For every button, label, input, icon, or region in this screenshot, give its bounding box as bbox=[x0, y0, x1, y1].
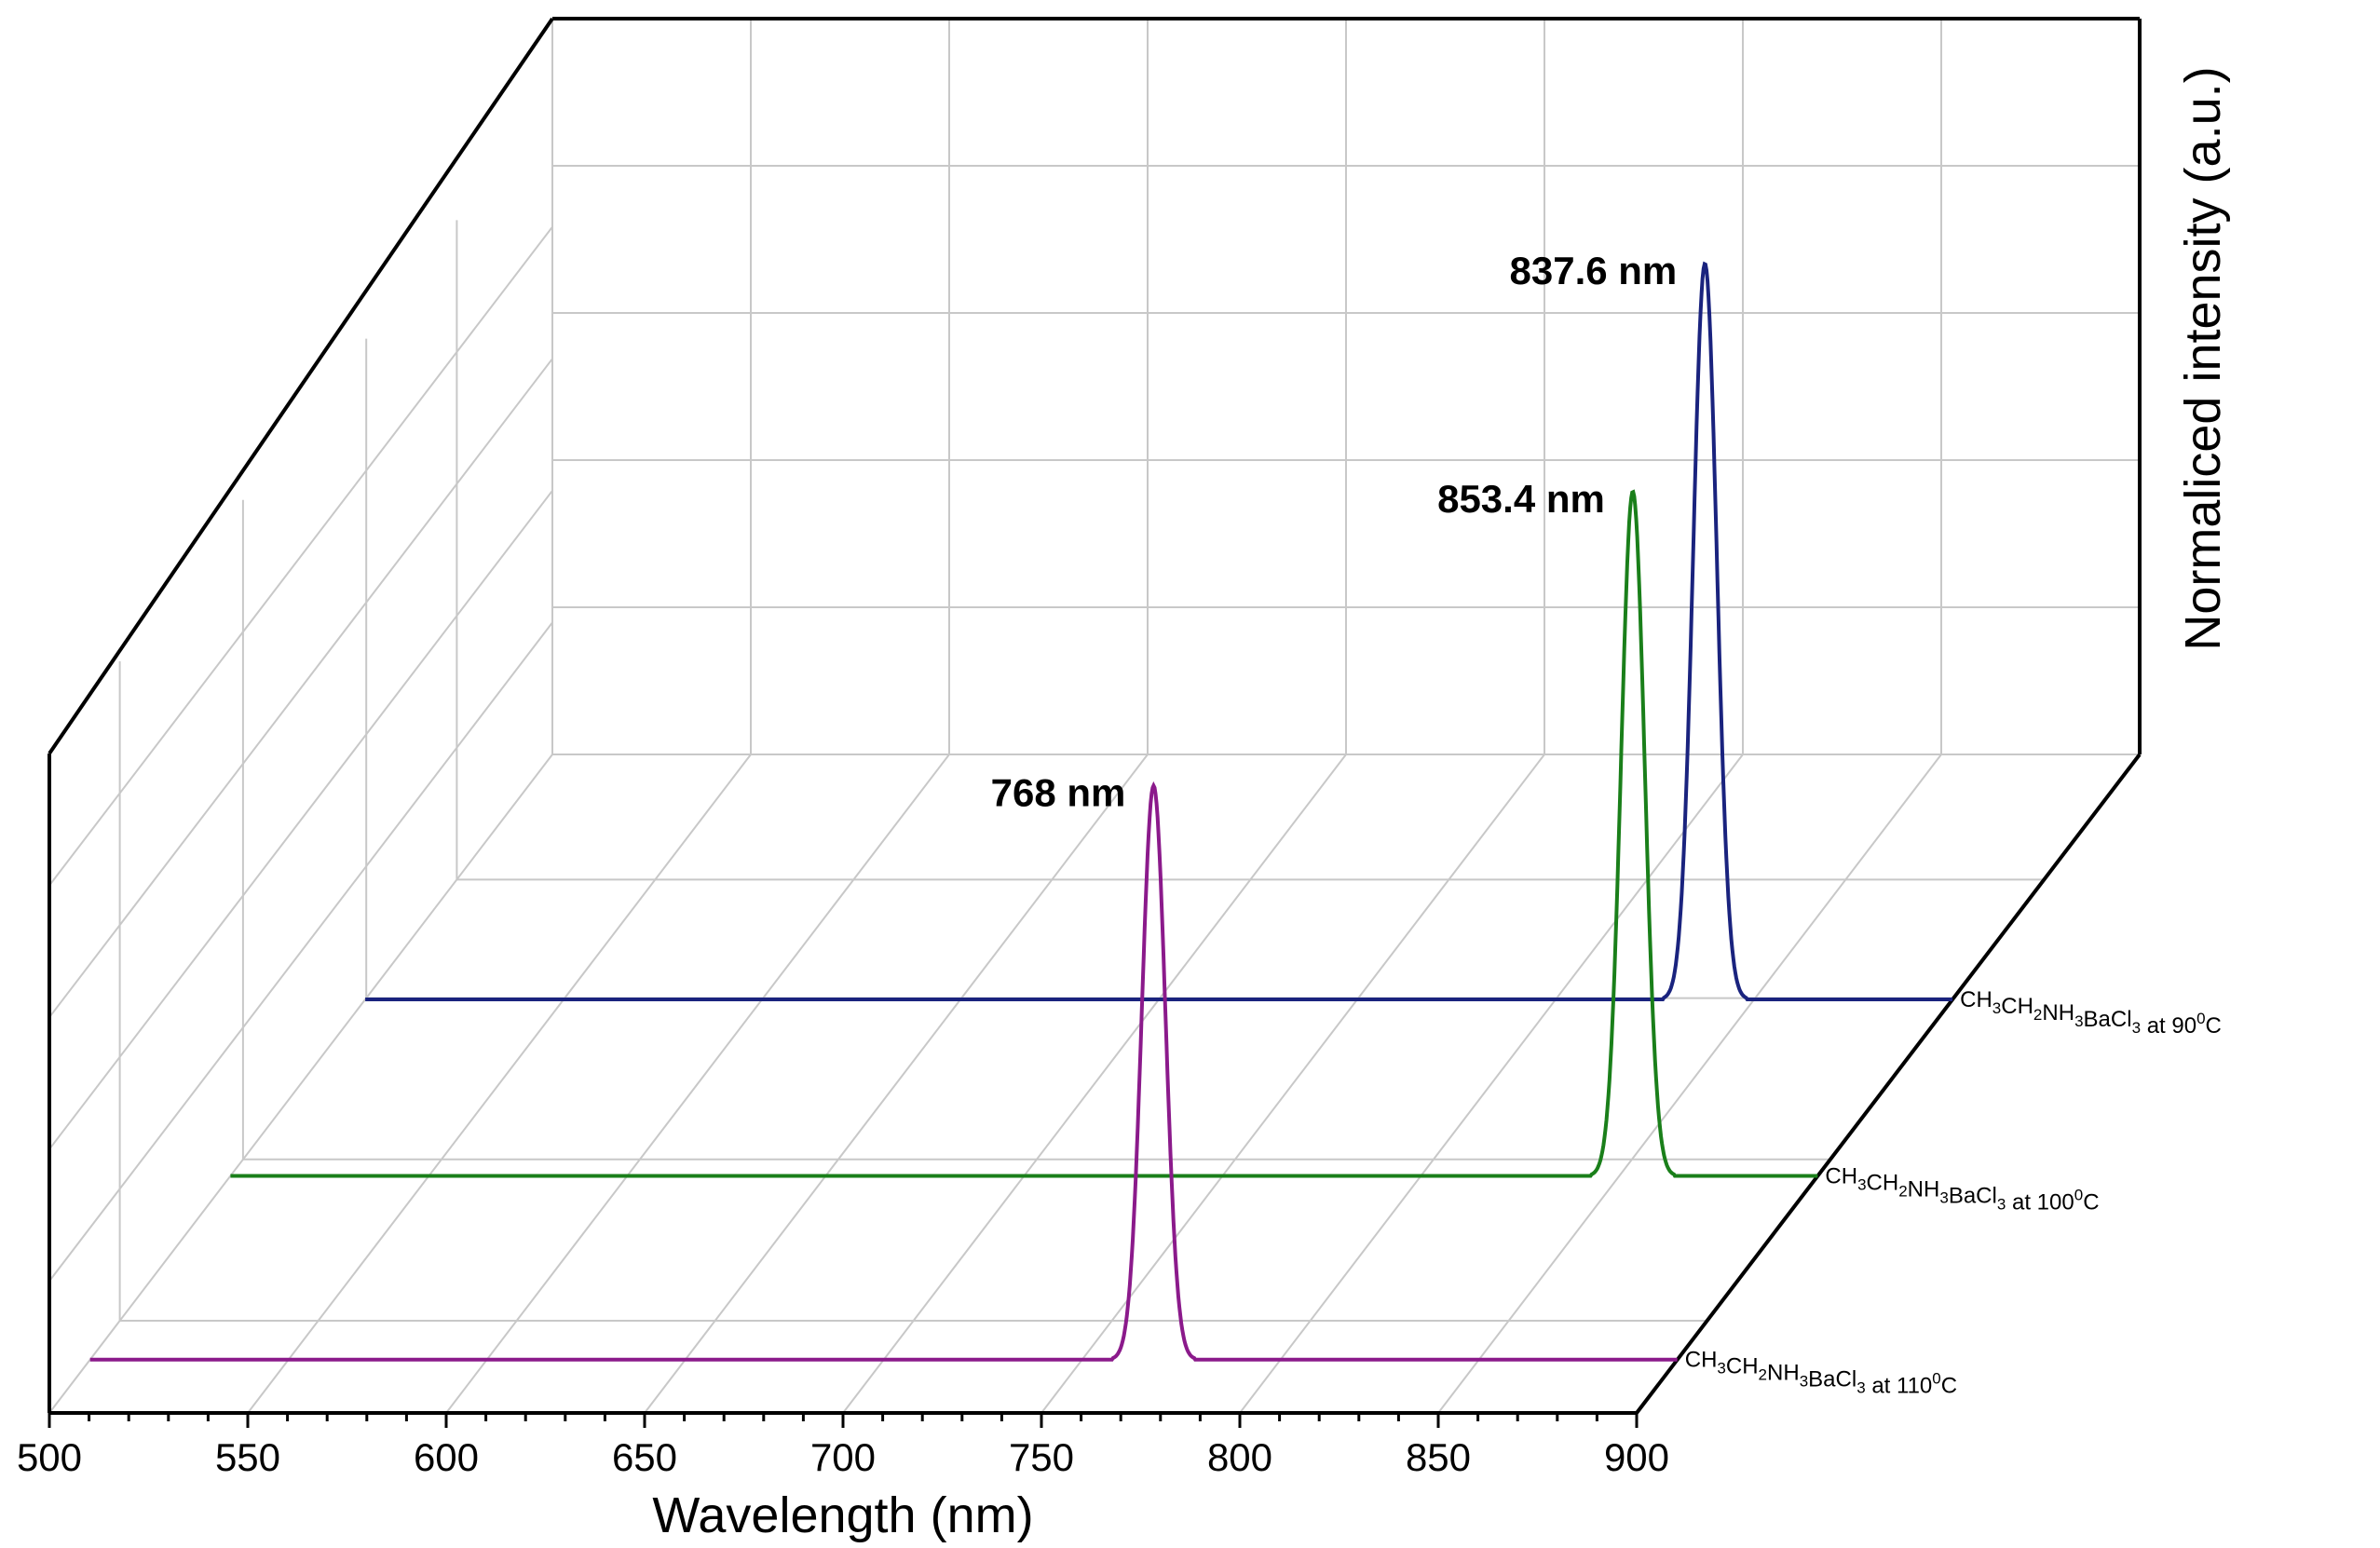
left-wall-top-edge bbox=[48, 17, 554, 755]
peak-annotation: 837.6 nm bbox=[1510, 249, 1678, 292]
legend-text-part: CH bbox=[1825, 1163, 1857, 1188]
x-tick-label: 800 bbox=[1207, 1435, 1272, 1479]
legend-unit: C bbox=[2206, 1013, 2222, 1039]
legend-unit: C bbox=[2083, 1189, 2099, 1215]
series-legend-label: CH3CH2NH3BaCl3 at 1000C bbox=[1825, 1163, 2099, 1215]
series-line bbox=[230, 489, 1818, 1178]
legend-text-part: 3 bbox=[1992, 999, 2001, 1017]
legend-text-part: 3 bbox=[1857, 1175, 1866, 1193]
legend-text-part: 2 bbox=[2033, 1006, 2042, 1024]
x-tick-label: 650 bbox=[612, 1435, 677, 1479]
series-legend-label: CH3CH2NH3BaCl3 at 1100C bbox=[1685, 1348, 1957, 1399]
legend-degree: 0 bbox=[1932, 1370, 1940, 1388]
peak-annotation: 853.4 nm bbox=[1437, 477, 1605, 521]
series-layer bbox=[89, 261, 1953, 1362]
series-line bbox=[365, 261, 1953, 1001]
axis-layer bbox=[48, 17, 2142, 1428]
x-tick-label: 600 bbox=[414, 1435, 479, 1479]
floor-gridline-x bbox=[1239, 754, 1744, 1414]
label-layer: Wavelength (nm) Normaliced intensity (a.… bbox=[17, 66, 2231, 1543]
floor-gridline-x bbox=[1040, 754, 1545, 1414]
series-legend-label: CH3CH2NH3BaCl3 at 900C bbox=[1960, 987, 2222, 1039]
legend-text-part: BaCl bbox=[1808, 1367, 1856, 1392]
floor-gridline-x bbox=[445, 754, 950, 1414]
legend-text-part: CH bbox=[1726, 1354, 1759, 1379]
legend-text-part: NH bbox=[1908, 1176, 1940, 1202]
legend-unit: C bbox=[1941, 1374, 1957, 1399]
legend-condition: at 110 bbox=[1866, 1374, 1933, 1399]
z-axis-title: Normaliced intensity (a.u.) bbox=[2175, 66, 2231, 650]
floor-gridline-x bbox=[842, 754, 1347, 1414]
leftwall-gridline-h bbox=[48, 358, 553, 1018]
legend-text-part: 2 bbox=[1898, 1182, 1907, 1200]
legend-text-part: CH bbox=[1867, 1170, 1899, 1195]
floor-gridline-x bbox=[644, 754, 1149, 1414]
legend-text-part: 3 bbox=[1856, 1379, 1865, 1397]
x-tick-label: 700 bbox=[810, 1435, 876, 1479]
x-tick-label: 500 bbox=[17, 1435, 82, 1479]
legend-text-part: CH bbox=[2001, 994, 2033, 1019]
legend-text-part: BaCl bbox=[1949, 1183, 1997, 1208]
legend-text-part: 3 bbox=[1717, 1360, 1725, 1378]
legend-text-part: NH bbox=[2042, 1000, 2074, 1025]
legend-text-part: 2 bbox=[1759, 1366, 1767, 1384]
legend-text-part: 3 bbox=[2132, 1019, 2141, 1037]
x-tick-label: 850 bbox=[1406, 1435, 1471, 1479]
grid-layer bbox=[48, 19, 2141, 1414]
x-tick-label: 550 bbox=[215, 1435, 280, 1479]
legend-text-part: NH bbox=[1767, 1361, 1800, 1386]
leftwall-gridline-h bbox=[48, 225, 553, 887]
leftwall-gridline-h bbox=[48, 621, 553, 1283]
peak-annotation: 768 nm bbox=[991, 771, 1126, 815]
legend-text-part: 3 bbox=[1997, 1195, 2006, 1213]
floor-right-edge bbox=[1635, 753, 2142, 1415]
legend-text-part: BaCl bbox=[2084, 1007, 2132, 1032]
legend-condition: at 90 bbox=[2141, 1013, 2196, 1039]
x-tick-label: 900 bbox=[1604, 1435, 1669, 1479]
legend-condition: at 100 bbox=[2006, 1189, 2074, 1215]
floor-gridline-x bbox=[1437, 754, 1942, 1414]
x-axis-title: Wavelength (nm) bbox=[652, 1487, 1033, 1543]
series-line bbox=[89, 781, 1678, 1362]
legend-text-part: CH bbox=[1960, 987, 1992, 1012]
legend-text-part: 3 bbox=[1800, 1373, 1808, 1391]
x-tick-label: 750 bbox=[1009, 1435, 1074, 1479]
legend-degree: 0 bbox=[2074, 1186, 2083, 1203]
legend-text-part: 3 bbox=[1939, 1188, 1948, 1206]
floor-gridline-x bbox=[247, 754, 752, 1414]
legend-degree: 0 bbox=[2196, 1010, 2205, 1027]
leftwall-gridline-h bbox=[48, 490, 553, 1150]
legend-text-part: 3 bbox=[2074, 1012, 2083, 1030]
legend-text-part: CH bbox=[1685, 1348, 1718, 1373]
leftwall-floor-edge bbox=[48, 754, 553, 1414]
